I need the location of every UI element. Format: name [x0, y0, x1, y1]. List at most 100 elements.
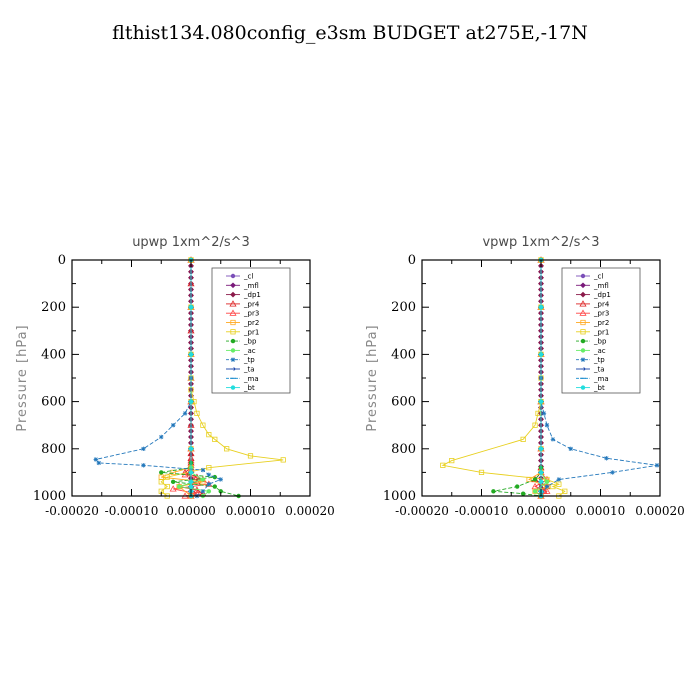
data-point — [532, 489, 538, 494]
legend-item: _ma — [226, 375, 259, 383]
data-point — [550, 437, 556, 442]
series-line — [161, 260, 203, 497]
data-point — [188, 305, 194, 310]
data-point — [164, 483, 170, 490]
legend-label: _ta — [243, 366, 255, 374]
y-tick-label: 0 — [408, 253, 416, 268]
legend-item: _pr4 — [576, 300, 610, 308]
legend-item: _dp1 — [576, 291, 611, 299]
data-point — [164, 474, 170, 480]
data-point — [538, 479, 544, 485]
data-point — [212, 436, 218, 442]
legend-box — [561, 267, 641, 394]
legend-label: _mfl — [593, 282, 609, 290]
y-tick-label: 1000 — [383, 489, 416, 504]
data-point — [212, 484, 217, 489]
legend-marker — [580, 329, 586, 335]
legend-item: _pr1 — [576, 328, 609, 336]
legend-label: _ac — [243, 347, 256, 355]
data-point — [96, 460, 101, 466]
series-tp — [93, 257, 223, 499]
series-pr2 — [158, 257, 206, 499]
data-point — [159, 470, 164, 475]
data-point — [538, 399, 544, 404]
series-pr1 — [440, 257, 568, 499]
data-point — [170, 423, 176, 428]
data-point — [218, 477, 223, 482]
legend-label: _bp — [593, 338, 607, 346]
legend-marker — [229, 300, 237, 307]
data-point — [200, 477, 206, 482]
data-point — [544, 484, 550, 489]
legend-item: _cl — [226, 273, 253, 281]
series-bp — [491, 257, 544, 499]
y-tick-label: 800 — [391, 442, 416, 457]
legend-label: _bt — [593, 384, 605, 392]
data-point — [176, 484, 182, 489]
legend-label: _ma — [593, 375, 609, 383]
y-tick-label: 1000 — [33, 489, 66, 504]
legend-marker — [230, 329, 236, 335]
data-point — [188, 484, 194, 489]
series-bt — [538, 257, 544, 499]
legend-item: _pr3 — [576, 309, 609, 318]
legend-label: _pr2 — [593, 319, 609, 327]
legend-label: _ac — [593, 347, 606, 355]
series-ac — [176, 257, 212, 499]
data-point — [532, 422, 538, 428]
legend-label: _pr2 — [243, 319, 259, 327]
x-tick-label: -0.00010 — [455, 504, 509, 518]
legend-marker — [580, 348, 586, 353]
legend-marker — [580, 367, 586, 371]
x-tick-label: -0.00010 — [105, 504, 159, 518]
legend-label: _pr3 — [593, 310, 609, 318]
legend-item: _bp — [576, 338, 607, 346]
y-tick-label: 800 — [41, 442, 66, 457]
legend-item: _dp1 — [226, 291, 261, 299]
legend-marker — [580, 357, 586, 362]
legend: _cl_mfl_dp1_pr4_pr3_pr2_pr1_bp_ac_tp_ta_… — [211, 267, 291, 394]
legend-marker — [580, 291, 586, 298]
legend-item: _pr4 — [226, 300, 260, 308]
data-point — [158, 479, 164, 485]
data-point — [188, 352, 194, 357]
data-point — [188, 446, 194, 451]
data-point — [478, 469, 485, 476]
data-point — [200, 489, 206, 494]
legend-marker — [230, 291, 236, 298]
legend-item: _ta — [226, 366, 255, 374]
x-tick-label: 0.00020 — [285, 504, 335, 518]
data-point — [440, 462, 446, 468]
data-point — [188, 479, 194, 485]
data-point — [604, 456, 609, 461]
data-point — [188, 470, 194, 475]
legend-label: _ma — [243, 375, 259, 383]
y-tick-label: 600 — [391, 395, 416, 410]
x-tick-label: -0.00020 — [45, 504, 99, 518]
legend-item: _ac — [576, 347, 606, 355]
legend-marker — [229, 309, 237, 316]
data-point — [170, 479, 176, 485]
x-tick-label: 0.00020 — [635, 504, 685, 518]
data-point — [568, 446, 573, 451]
data-point — [182, 411, 188, 416]
legend-label: _dp1 — [243, 291, 261, 299]
legend-label: _tp — [593, 356, 605, 364]
legend-item: _mfl — [226, 282, 259, 290]
series-line — [493, 260, 542, 497]
x-tick-label: 0.00000 — [516, 504, 566, 518]
data-point — [532, 477, 538, 482]
data-point — [206, 472, 212, 477]
data-point — [159, 434, 164, 440]
data-point — [200, 467, 206, 473]
legend-item: _tp — [226, 356, 255, 364]
legend-label: _dp1 — [593, 291, 611, 299]
y-tick-label: 600 — [41, 395, 66, 410]
legend-label: _pr4 — [593, 300, 610, 308]
legend-marker — [230, 338, 236, 344]
legend-marker — [579, 300, 587, 307]
legend-marker — [579, 309, 587, 316]
data-point — [654, 463, 660, 468]
data-point — [449, 457, 455, 464]
series-line — [441, 260, 566, 497]
